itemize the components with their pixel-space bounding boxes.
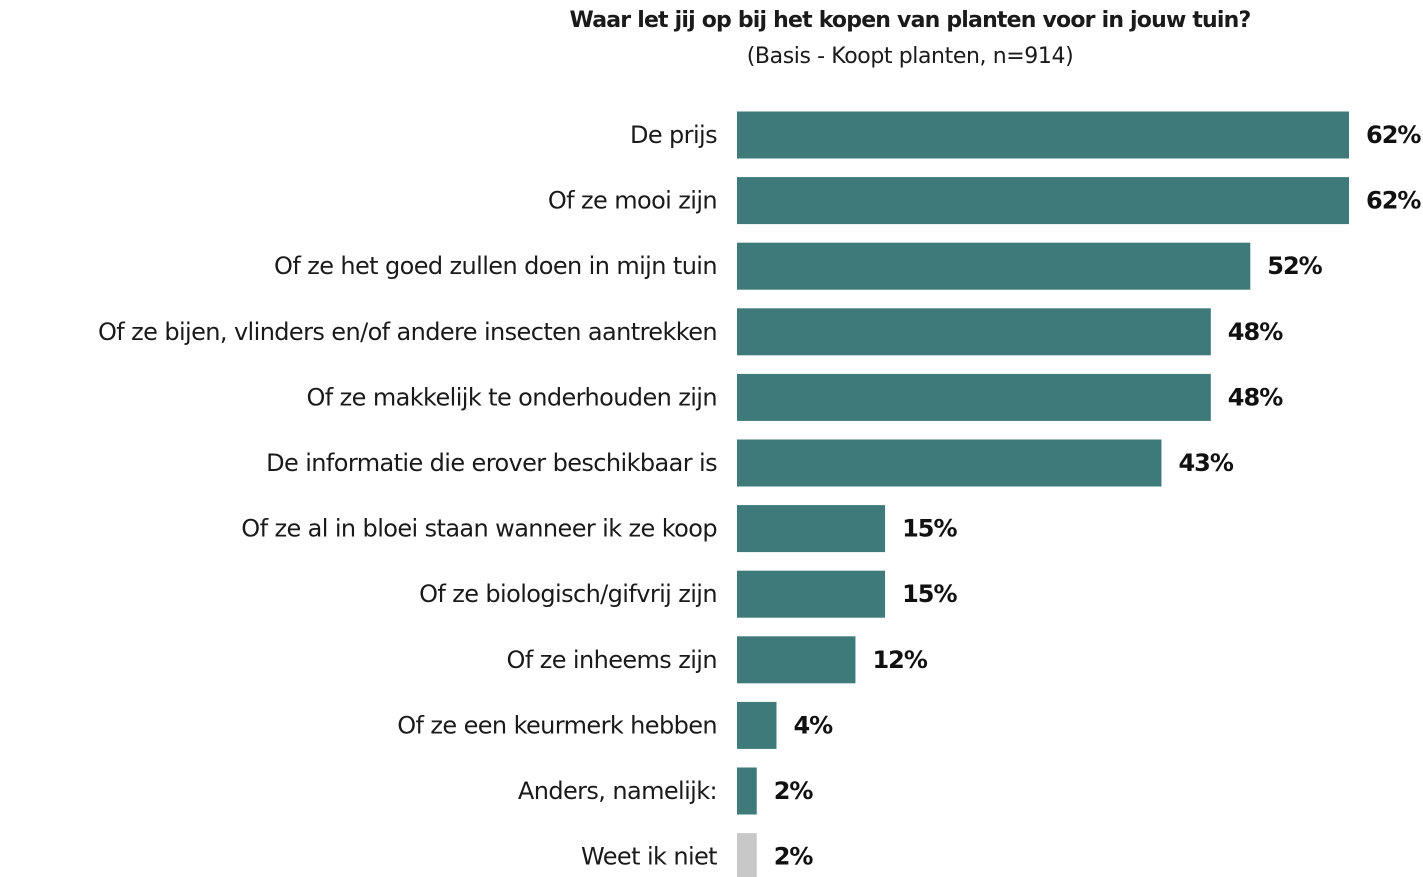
bar (737, 701, 777, 749)
bar (737, 833, 757, 877)
bar (737, 439, 1162, 487)
bar (737, 373, 1211, 421)
category-label: De prijs (630, 121, 717, 149)
value-label: 48% (1228, 383, 1283, 411)
value-label: 48% (1228, 318, 1283, 346)
category-label: Of ze al in bloei staan wanneer ik ze ko… (241, 515, 717, 543)
category-label: Of ze mooi zijn (548, 187, 717, 215)
value-label: 62% (1366, 187, 1421, 215)
bar (737, 636, 856, 684)
value-label: 62% (1366, 121, 1421, 149)
bar (737, 767, 757, 815)
value-label: 43% (1178, 449, 1233, 477)
value-label: 12% (872, 646, 927, 674)
category-label: Of ze inheems zijn (507, 646, 717, 674)
category-label: Of ze bijen, vlinders en/of andere insec… (98, 318, 717, 346)
category-label: Weet ik niet (581, 843, 717, 871)
category-label: De informatie die erover beschikbaar is (266, 449, 717, 477)
chart-title: Waar let jij op bij het kopen van plante… (569, 8, 1252, 33)
bar (737, 505, 886, 553)
category-label: Of ze biologisch/gifvrij zijn (419, 580, 717, 608)
value-label: 52% (1267, 252, 1322, 280)
value-label: 15% (902, 515, 957, 543)
category-label: Of ze makkelijk te onderhouden zijn (306, 383, 717, 411)
bar (737, 177, 1349, 225)
category-label: Of ze het goed zullen doen in mijn tuin (274, 252, 717, 280)
value-label: 2% (774, 777, 814, 805)
bar (737, 570, 886, 618)
chart-subtitle: (Basis - Koopt planten, n=914) (746, 44, 1074, 69)
bar (737, 242, 1251, 290)
value-label: 4% (793, 711, 833, 739)
bar (737, 308, 1211, 356)
value-label: 2% (774, 843, 814, 871)
value-label: 15% (902, 580, 957, 608)
bar (737, 111, 1349, 159)
category-label: Of ze een keurmerk hebben (397, 711, 717, 739)
category-label: Anders, namelijk: (518, 777, 717, 805)
